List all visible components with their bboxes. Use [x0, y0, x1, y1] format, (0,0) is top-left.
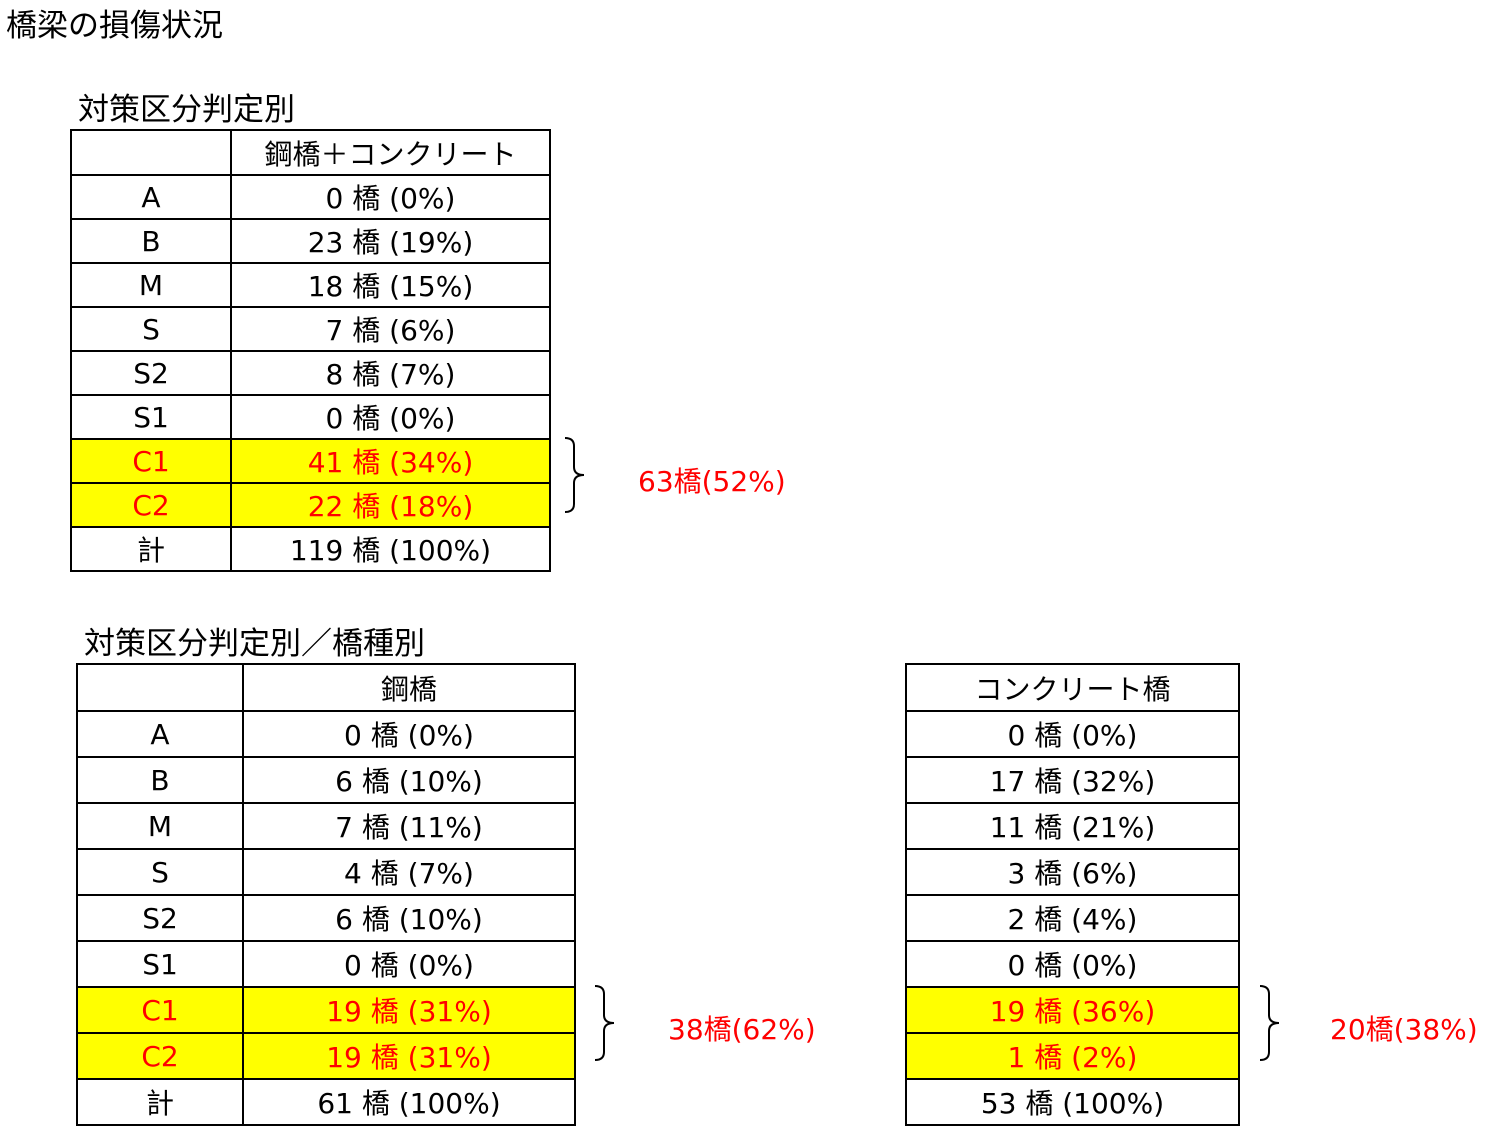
row-value: 8 橋 (7%) [230, 350, 551, 396]
table-row: 0 橋 (0%) [905, 710, 1240, 758]
section1-caption: 対策区分判定別 [78, 92, 295, 128]
row-label: B [70, 218, 232, 264]
row-value: 2 橋 (4%) [905, 894, 1240, 942]
right-brace-icon [564, 437, 585, 513]
row-label: M [70, 262, 232, 308]
row-value: 17 橋 (32%) [905, 756, 1240, 804]
right-brace-icon [1259, 985, 1280, 1061]
row-label: 計 [76, 1078, 244, 1126]
row-value: 1 橋 (2%) [905, 1032, 1240, 1080]
row-value: 0 橋 (0%) [905, 710, 1240, 758]
table-row: 2 橋 (4%) [905, 894, 1240, 942]
row-value: 61 橋 (100%) [242, 1078, 576, 1126]
table-row: M 18 橋 (15%) [70, 262, 551, 308]
row-label: S [70, 306, 232, 352]
row-value: 0 橋 (0%) [242, 710, 576, 758]
right-brace-icon [594, 985, 615, 1061]
page-title: 橋梁の損傷状況 [6, 8, 223, 44]
header-cell: コンクリート橋 [905, 663, 1240, 712]
row-label: S2 [70, 350, 232, 396]
section2-caption: 対策区分判定別／橋種別 [84, 626, 425, 662]
row-value: 4 橋 (7%) [242, 848, 576, 896]
table-header-row: 鋼橋 [76, 663, 576, 712]
concrete-table: コンクリート橋 0 橋 (0%) 17 橋 (32%) 11 橋 (21%) 3… [905, 663, 1240, 1126]
table-row: 17 橋 (32%) [905, 756, 1240, 804]
section1-subtotal-note: 63橋(52%) [638, 465, 786, 498]
row-label: C1 [76, 986, 244, 1034]
table-row: 11 橋 (21%) [905, 802, 1240, 850]
row-value: 23 橋 (19%) [230, 218, 551, 264]
table-row-total: 計 61 橋 (100%) [76, 1078, 576, 1126]
steel-subtotal-note: 38橋(62%) [668, 1013, 816, 1046]
row-label: M [76, 802, 244, 850]
table-row-total: 計 119 橋 (100%) [70, 526, 551, 572]
table-row-highlighted: C1 19 橋 (31%) [76, 986, 576, 1034]
row-value: 119 橋 (100%) [230, 526, 551, 572]
row-value: 11 橋 (21%) [905, 802, 1240, 850]
header-cell [76, 663, 244, 712]
table-row-highlighted: C2 22 橋 (18%) [70, 482, 551, 528]
row-value: 22 橋 (18%) [230, 482, 551, 528]
table-row: 3 橋 (6%) [905, 848, 1240, 896]
row-value: 0 橋 (0%) [905, 940, 1240, 988]
concrete-subtotal-note: 20橋(38%) [1330, 1013, 1478, 1046]
table-row: S1 0 橋 (0%) [76, 940, 576, 988]
row-value: 19 橋 (31%) [242, 986, 576, 1034]
header-cell [70, 129, 232, 176]
row-value: 0 橋 (0%) [242, 940, 576, 988]
row-label: S1 [76, 940, 244, 988]
table-row-highlighted: 19 橋 (36%) [905, 986, 1240, 1034]
row-label: S [76, 848, 244, 896]
row-label: S1 [70, 394, 232, 440]
row-value: 19 橋 (31%) [242, 1032, 576, 1080]
table-row-total: 53 橋 (100%) [905, 1078, 1240, 1126]
table-row-highlighted: C1 41 橋 (34%) [70, 438, 551, 484]
row-value: 18 橋 (15%) [230, 262, 551, 308]
row-value: 0 橋 (0%) [230, 394, 551, 440]
row-value: 6 橋 (10%) [242, 756, 576, 804]
header-cell: 鋼橋＋コンクリート [230, 129, 551, 176]
table-row-highlighted: 1 橋 (2%) [905, 1032, 1240, 1080]
row-label: C1 [70, 438, 232, 484]
row-value: 7 橋 (11%) [242, 802, 576, 850]
row-label: A [76, 710, 244, 758]
row-value: 0 橋 (0%) [230, 174, 551, 220]
row-value: 41 橋 (34%) [230, 438, 551, 484]
row-label: 計 [70, 526, 232, 572]
row-label: B [76, 756, 244, 804]
table-header-row: 鋼橋＋コンクリート [70, 129, 551, 176]
row-value: 19 橋 (36%) [905, 986, 1240, 1034]
row-value: 6 橋 (10%) [242, 894, 576, 942]
table-row-highlighted: C2 19 橋 (31%) [76, 1032, 576, 1080]
table-row: B 23 橋 (19%) [70, 218, 551, 264]
row-label: A [70, 174, 232, 220]
table-row: S2 6 橋 (10%) [76, 894, 576, 942]
row-label: C2 [76, 1032, 244, 1080]
table-header-row: コンクリート橋 [905, 663, 1240, 712]
table-row: S1 0 橋 (0%) [70, 394, 551, 440]
row-label: S2 [76, 894, 244, 942]
row-value: 3 橋 (6%) [905, 848, 1240, 896]
table-row: 0 橋 (0%) [905, 940, 1240, 988]
header-cell: 鋼橋 [242, 663, 576, 712]
row-value: 53 橋 (100%) [905, 1078, 1240, 1126]
table-row: S2 8 橋 (7%) [70, 350, 551, 396]
row-label: C2 [70, 482, 232, 528]
row-value: 7 橋 (6%) [230, 306, 551, 352]
